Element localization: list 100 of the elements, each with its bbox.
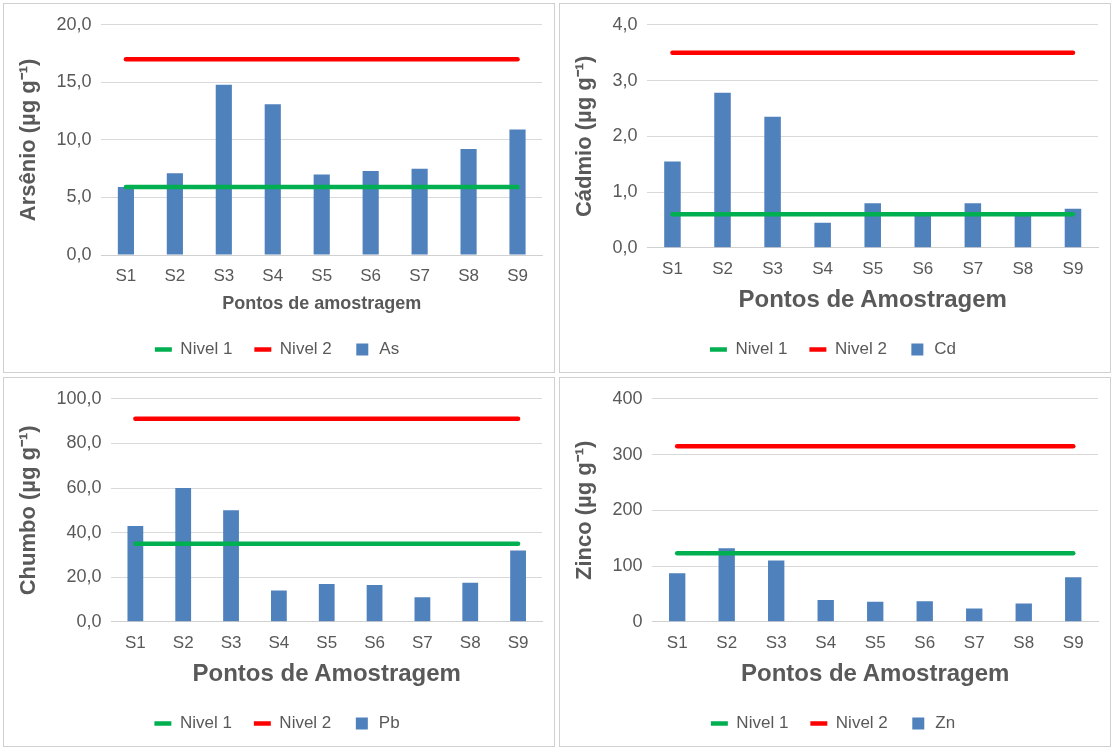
bar xyxy=(460,149,477,255)
y-tick-label: 1,0 xyxy=(612,181,638,202)
bar xyxy=(814,222,831,248)
bar xyxy=(867,601,884,622)
y-tick-label: 10,0 xyxy=(56,128,92,149)
bar xyxy=(117,187,134,255)
y-tick-label: 200 xyxy=(612,499,643,520)
x-tick-label: S8 xyxy=(1012,258,1034,278)
y-tick-label: 100,0 xyxy=(56,387,102,408)
bar xyxy=(1065,577,1082,622)
x-tick-label: S5 xyxy=(316,632,338,652)
x-tick-label: S7 xyxy=(963,632,985,652)
x-tick-label: S3 xyxy=(765,632,787,652)
x-tick-label: S2 xyxy=(172,632,194,652)
y-axis-title: Zinco (µg g⁻¹) xyxy=(571,440,597,581)
bar xyxy=(509,129,526,255)
y-axis-title: Cádmio (µg g⁻¹) xyxy=(571,55,597,218)
bar xyxy=(817,600,834,622)
y-tick-label: 3,0 xyxy=(612,69,638,90)
y-tick-label: 40,0 xyxy=(66,521,102,542)
y-tick-label: 60,0 xyxy=(66,476,102,497)
y-tick-label: 20,0 xyxy=(56,13,92,34)
x-tick-label: S1 xyxy=(666,632,688,652)
x-tick-label: S8 xyxy=(459,632,481,652)
x-tick-label: S2 xyxy=(164,265,186,285)
bar xyxy=(510,550,526,622)
legend-label: Pb xyxy=(378,713,400,733)
bar xyxy=(175,488,192,622)
legend-label: Nivel 2 xyxy=(834,339,887,359)
y-axis-title: Arsênio (µg g⁻¹) xyxy=(15,58,41,222)
legend-label: Nivel 2 xyxy=(279,713,332,733)
x-tick-label: S5 xyxy=(864,632,886,652)
legend-label: Cd xyxy=(934,339,957,359)
bar xyxy=(414,597,431,622)
x-tick-label: S1 xyxy=(115,265,137,285)
bar xyxy=(223,510,239,622)
y-tick-label: 20,0 xyxy=(66,566,102,587)
y-tick-label: 0,0 xyxy=(66,243,92,264)
x-tick-label: S8 xyxy=(1013,632,1035,652)
bar xyxy=(411,168,428,255)
x-tick-label: S5 xyxy=(862,258,884,278)
x-axis-title: Pontos de amostragem xyxy=(222,293,422,314)
x-tick-label: S9 xyxy=(507,632,529,652)
x-tick-label: S3 xyxy=(220,632,242,652)
x-tick-label: S8 xyxy=(458,265,479,285)
y-tick-label: 2,0 xyxy=(612,125,638,146)
bar xyxy=(764,116,781,248)
bar xyxy=(1015,603,1032,622)
y-tick-label: 5,0 xyxy=(66,186,92,207)
x-tick-label: S4 xyxy=(812,258,834,278)
y-axis-title: Chumbo (µg g⁻¹) xyxy=(15,425,41,596)
bar xyxy=(669,573,686,622)
legend-label: Nivel 2 xyxy=(279,339,332,359)
bar xyxy=(462,582,479,622)
bar xyxy=(127,525,144,622)
x-tick-label: S6 xyxy=(360,265,382,285)
x-tick-label: S5 xyxy=(311,265,333,285)
y-tick-label: 80,0 xyxy=(66,432,102,453)
x-axis-title: Pontos de Amostragem xyxy=(740,659,1010,687)
x-tick-label: S4 xyxy=(815,632,837,652)
bar xyxy=(966,608,983,622)
bar xyxy=(264,104,281,255)
x-tick-label: S2 xyxy=(716,632,738,652)
x-tick-label: S7 xyxy=(962,258,984,278)
bar xyxy=(768,560,785,622)
y-tick-label: 300 xyxy=(612,443,643,464)
bar xyxy=(318,583,335,622)
x-axis-title: Pontos de Amostragem xyxy=(738,285,1007,313)
legend-label: Zn xyxy=(935,713,956,733)
x-tick-label: S9 xyxy=(1062,632,1084,652)
bar xyxy=(916,601,933,622)
bar xyxy=(366,585,383,622)
bar xyxy=(313,174,330,255)
bar xyxy=(362,170,379,255)
x-tick-label: S1 xyxy=(124,632,146,652)
x-tick-label: S4 xyxy=(268,632,290,652)
x-tick-label: S2 xyxy=(712,258,733,278)
bar xyxy=(166,173,183,255)
x-tick-label: S9 xyxy=(1062,258,1084,278)
legend-label: As xyxy=(379,339,400,359)
bar xyxy=(664,161,681,248)
legend-label: Nivel 1 xyxy=(180,339,233,359)
x-tick-label: S6 xyxy=(912,258,934,278)
y-tick-label: 0 xyxy=(632,610,643,631)
bar xyxy=(215,84,232,255)
x-tick-label: S9 xyxy=(507,265,528,285)
legend-label: Nivel 1 xyxy=(735,339,788,359)
x-tick-label: S6 xyxy=(364,632,385,652)
x-tick-label: S1 xyxy=(662,258,683,278)
y-tick-label: 0,0 xyxy=(612,236,638,257)
y-tick-label: 100 xyxy=(612,555,643,576)
y-tick-label: 0,0 xyxy=(76,610,102,631)
x-tick-label: S7 xyxy=(412,632,433,652)
bar xyxy=(718,548,735,622)
x-tick-label: S6 xyxy=(914,632,936,652)
x-tick-label: S7 xyxy=(409,265,431,285)
bar xyxy=(714,92,731,248)
y-tick-label: 4,0 xyxy=(612,13,638,34)
x-tick-label: S3 xyxy=(762,258,783,278)
legend-label: Nivel 2 xyxy=(835,713,888,733)
